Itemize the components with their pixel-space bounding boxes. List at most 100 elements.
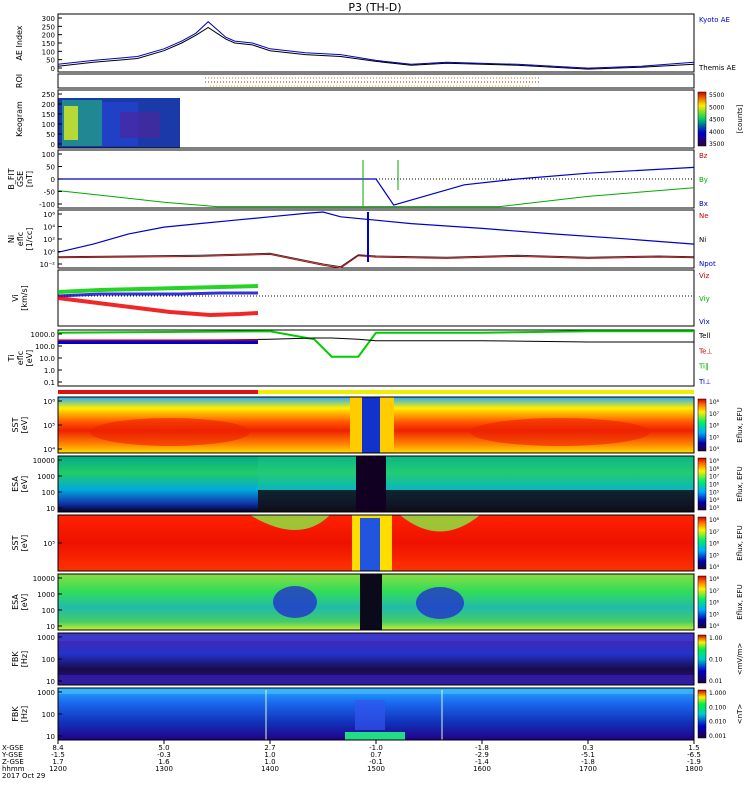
colorbar-tick: 10⁸ [709,576,720,583]
x-tick-label: 1.7 [52,758,63,766]
panel-labels-esa_i: ESA [eV] 10000 1000 100 10 10⁸ 10⁷ 10⁶ 10⁵ 10⁴ Eflu… [11,575,744,631]
x-tick-label: -1.8 [581,758,595,766]
panel-labels-fbk_b: FBK [Hz] 1000 100 10 1.000 0.100 0.010 0.001 <nT> [11,689,744,741]
y-tick-label: 10000 [33,575,55,583]
y-tick-label: 10⁶ [43,211,55,219]
x-tick-label: 1500 [367,765,385,773]
colorbar [697,516,707,570]
x-tick-label: 1200 [49,765,67,773]
line-viy [57,284,259,294]
colorbar-tick: 10³ [709,505,720,512]
panel-sst-ion [57,514,695,572]
colorbar-label: [counts] [736,104,744,133]
y-tick-label: 50 [46,164,55,172]
x-tick-label: 1.0 [264,751,275,759]
y-tick-label: 10 [46,623,55,631]
y-tick-label: 10 [46,733,55,741]
y-axis-label: [eV] [20,417,29,434]
panel-labels-keogram: Keogram 250 200 150 100 50 0 5500 5000 4500 4000 35… [15,91,744,149]
y-tick-label: 50 [46,57,55,65]
y-axis-label: [eV] [20,535,29,552]
x-tick-label: -6.5 [687,751,701,759]
spectrogram-gap [360,574,382,630]
colorbar-tick: 10⁵ [709,489,720,496]
colorbar-tick: 10⁷ [709,411,720,418]
colorbar-tick: 10⁵ [709,611,720,618]
y-tick-label: 100 [42,711,55,719]
y-tick-label: 150 [42,40,55,48]
y-axis-label: ROI [15,74,24,88]
keogram-dark-region [120,112,160,138]
y-axis-label: ESA [11,476,20,492]
spectrogram-feature [470,418,650,446]
x-axis-row-label: X-GSE [2,744,24,752]
x-tick-label: -2.9 [475,751,489,759]
line-vix [57,291,258,298]
y-tick-label: 10⁴ [43,446,55,454]
panel-frame [57,455,695,513]
spectrogram-feature [273,586,317,618]
panel-bfit [57,149,695,209]
y-axis-label: SST [11,417,20,432]
spectrogram-gap [362,397,380,453]
colorbar-tick: 5500 [709,92,724,99]
plot-title: P3 (TH-D) [348,1,401,14]
y-tick-label: 10² [43,236,55,244]
y-tick-label: 0 [51,176,55,184]
panel-frame [57,573,695,631]
panel-labels-sst_i: SST [eV] 10⁵ 10⁸ 10⁷ 10⁶ 10⁵ 10⁴ Eflux, EFU [11,516,744,571]
colorbar-tick: 0.10 [709,657,723,664]
colorbar-tick: 10⁴ [709,564,720,571]
y-tick-label: 10⁴ [43,224,55,232]
y-tick-label: 1.0 [44,367,55,375]
y-tick-label: 10⁰ [43,249,55,257]
y-axis-label: eflc [16,232,25,246]
y-tick-label: 100 [42,121,55,129]
panel-fbk-b [57,687,695,741]
panel-labels-vi: Vi [km/s] Viz Viy Vix [11,272,710,326]
colorbar [697,689,707,739]
spectrogram-gap [360,518,380,571]
colorbar-label: Eflux, EFU [736,407,744,442]
colorbar-label: Eflux, EFU [736,466,744,501]
colorbar-tick: 4000 [709,129,724,136]
panel-vi [57,269,695,327]
colorbar-tick: 10⁸ [709,399,720,406]
y-tick-label: 100.0 [35,343,55,351]
spectrogram-feature [250,515,330,530]
panel-labels-fbk_e: FBK [Hz] 1000 100 10 1.00 0.10 0.01 <mV/m> [11,634,744,686]
x-axis-row-label: hhmm [2,765,25,773]
mode-bar [58,390,694,394]
spectrogram-feature [258,456,694,490]
y-tick-label: 1000 [37,591,55,599]
y-tick-label: 0.1 [44,379,55,387]
y-tick-label: 10⁻² [40,261,56,269]
y-tick-label: 100 [42,48,55,56]
colorbar-tick: 10⁹ [709,458,720,465]
y-tick-label: 50 [46,131,55,139]
y-tick-label: 0 [51,65,55,73]
x-tick-label: 1.0 [264,758,275,766]
panel-esa-ion [57,573,695,631]
mode-bar-fast [58,390,258,394]
legend-entry: Themis AE [698,64,736,72]
y-axis-label: AE Index [15,25,24,60]
spectrogram-feature [58,688,694,694]
colorbar [697,634,707,684]
y-tick-label: 1000 [37,689,55,697]
y-tick-label: -100 [39,201,55,209]
y-axis-label: [km/s] [20,285,29,311]
colorbar-tick: 10⁵ [709,434,720,441]
spectrogram-feature [90,418,250,446]
y-axis-label: Ti [7,355,16,363]
colorbar-tick: 4500 [709,117,724,124]
colorbar-label: Eflux, EFU [736,584,744,619]
spectrogram-feature [355,700,385,730]
ae-series [57,21,695,70]
y-tick-label: -50 [44,189,55,197]
colorbar-tick: 10⁸ [709,466,720,473]
x-tick-label: 5.0 [158,744,169,752]
spectrogram-feature [258,490,694,512]
colorbar-tick: 0.001 [709,733,726,740]
